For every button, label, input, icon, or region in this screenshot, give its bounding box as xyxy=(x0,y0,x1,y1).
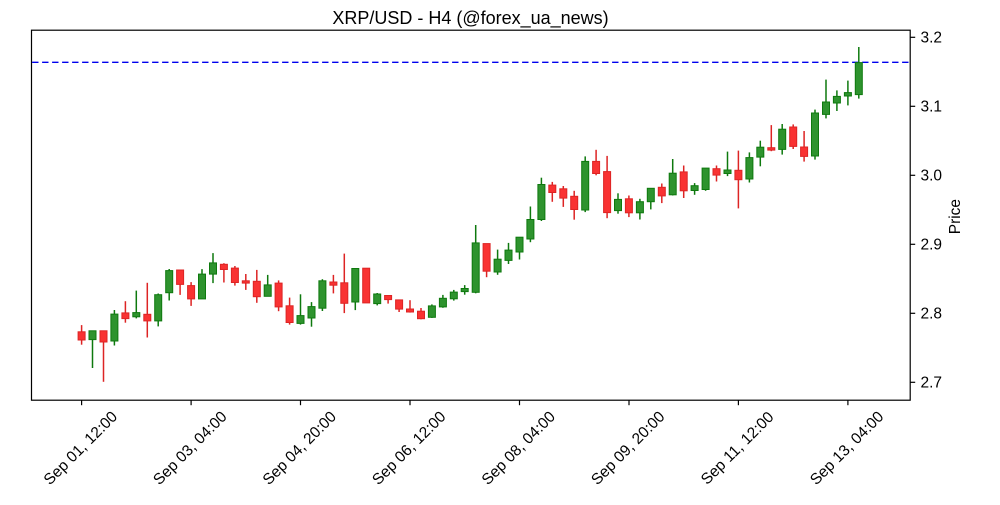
svg-text:3.2: 3.2 xyxy=(921,30,943,47)
svg-text:XRP/USD - H4 (@forex_ua_news): XRP/USD - H4 (@forex_ua_news) xyxy=(332,8,608,29)
svg-text:2.8: 2.8 xyxy=(921,306,943,323)
svg-text:2.9: 2.9 xyxy=(921,237,943,254)
svg-text:2.7: 2.7 xyxy=(921,375,943,392)
svg-text:Price: Price xyxy=(947,199,964,234)
svg-text:3.0: 3.0 xyxy=(921,168,943,185)
svg-text:3.1: 3.1 xyxy=(921,99,943,116)
